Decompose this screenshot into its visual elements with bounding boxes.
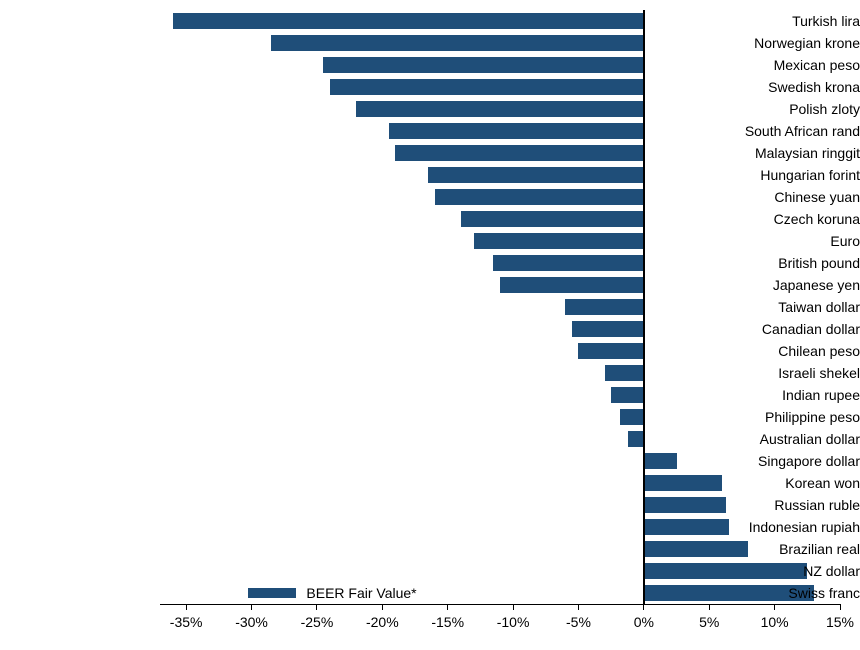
bar xyxy=(435,189,644,205)
y-axis-label: Indonesian rupiah xyxy=(712,519,860,535)
bar xyxy=(428,167,644,183)
x-tick xyxy=(774,604,775,610)
y-axis-label: Taiwan dollar xyxy=(712,299,860,315)
bar xyxy=(395,145,643,161)
y-axis-label: Japanese yen xyxy=(712,277,860,293)
x-axis-label: -25% xyxy=(301,614,334,630)
bar xyxy=(578,343,643,359)
bar xyxy=(493,255,643,271)
y-axis-label: Russian ruble xyxy=(712,497,860,513)
y-axis-label: Indian rupee xyxy=(712,387,860,403)
x-axis-label: -5% xyxy=(566,614,591,630)
x-tick xyxy=(316,604,317,610)
y-axis-label: Euro xyxy=(712,233,860,249)
y-axis-label: Swedish krona xyxy=(712,79,860,95)
x-axis-line xyxy=(160,604,840,605)
y-axis-label: Australian dollar xyxy=(712,431,860,447)
bar xyxy=(389,123,644,139)
x-tick xyxy=(578,604,579,610)
x-tick xyxy=(643,604,644,610)
bar xyxy=(271,35,644,51)
y-axis-label: Polish zloty xyxy=(712,101,860,117)
y-axis-label: Philippine peso xyxy=(712,409,860,425)
x-tick xyxy=(840,604,841,610)
bar xyxy=(628,431,644,447)
y-axis-label: British pound xyxy=(712,255,860,271)
y-axis-label: NZ dollar xyxy=(712,563,860,579)
x-tick xyxy=(251,604,252,610)
y-axis-label: Malaysian ringgit xyxy=(712,145,860,161)
y-axis-label: Mexican peso xyxy=(712,57,860,73)
legend-swatch xyxy=(248,588,296,598)
bar xyxy=(565,299,643,315)
x-tick xyxy=(186,604,187,610)
bar xyxy=(611,387,644,403)
y-axis-label: Turkish lira xyxy=(712,13,860,29)
y-axis-label: Korean won xyxy=(712,475,860,491)
bar xyxy=(644,453,677,469)
x-axis-label: -10% xyxy=(497,614,530,630)
bar xyxy=(356,101,644,117)
x-axis-label: 5% xyxy=(699,614,719,630)
y-axis-label: Singapore dollar xyxy=(712,453,860,469)
y-axis-label: Chinese yuan xyxy=(712,189,860,205)
legend-label: BEER Fair Value* xyxy=(306,585,416,601)
bar xyxy=(173,13,644,29)
x-axis-label: -15% xyxy=(431,614,464,630)
bar xyxy=(620,409,644,425)
bar xyxy=(644,475,722,491)
x-tick xyxy=(513,604,514,610)
y-axis-label: Norwegian krone xyxy=(712,35,860,51)
y-axis-label: Israeli shekel xyxy=(712,365,860,381)
bar xyxy=(474,233,644,249)
x-axis-label: -35% xyxy=(170,614,203,630)
x-tick xyxy=(709,604,710,610)
y-axis-label: Chilean peso xyxy=(712,343,860,359)
bar xyxy=(323,57,643,73)
y-axis-label: Canadian dollar xyxy=(712,321,860,337)
y-axis-label: South African rand xyxy=(712,123,860,139)
bar xyxy=(461,211,644,227)
bar xyxy=(605,365,644,381)
y-axis-label: Swiss franc xyxy=(712,585,860,601)
x-tick xyxy=(382,604,383,610)
zero-line xyxy=(643,10,645,604)
x-axis-label: 10% xyxy=(761,614,789,630)
bar xyxy=(330,79,644,95)
x-tick xyxy=(447,604,448,610)
y-axis-label: Hungarian forint xyxy=(712,167,860,183)
y-axis-label: Brazilian real xyxy=(712,541,860,557)
x-axis-label: -20% xyxy=(366,614,399,630)
y-axis-label: Czech koruna xyxy=(712,211,860,227)
x-axis-label: 15% xyxy=(826,614,854,630)
bar xyxy=(572,321,644,337)
x-axis-label: -30% xyxy=(235,614,268,630)
x-axis-label: 0% xyxy=(634,614,654,630)
bar xyxy=(500,277,644,293)
currency-fair-value-chart: Turkish lira Norwegian krone Mexican peso S… xyxy=(0,0,860,650)
